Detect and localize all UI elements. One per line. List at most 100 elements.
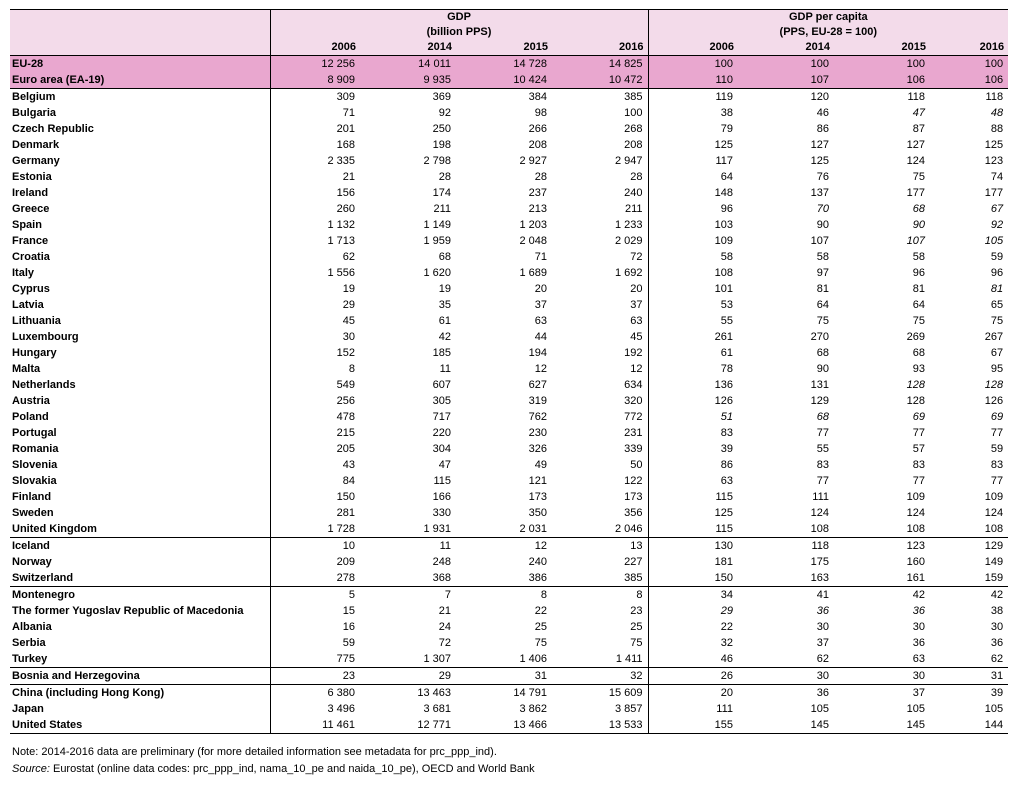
gdp-value-cell: 1 149 bbox=[423, 219, 451, 231]
header-corner bbox=[10, 25, 270, 40]
table-row: The former Yugoslav Republic of Macedoni… bbox=[10, 603, 1008, 619]
gdppc-value-cell: 100 bbox=[738, 55, 835, 72]
gdp-value-cell: 63 bbox=[630, 315, 643, 327]
gdp-value-cell: 84 bbox=[269, 473, 360, 489]
gdppc-value-cell: 128 bbox=[906, 395, 926, 407]
gdp-value-cell: 2 947 bbox=[615, 155, 643, 167]
gdp-value-cell: 75 bbox=[630, 637, 643, 649]
gdppc-value-cell: 175 bbox=[810, 556, 830, 568]
table-row: France 1 713 1 959 2 048 2 029 109 107 107 105 bbox=[10, 233, 1008, 249]
country-cell: EU-28 bbox=[10, 55, 270, 72]
gdppc-value-cell: 125 bbox=[647, 505, 739, 521]
gdppc-value-cell: 118 bbox=[738, 537, 835, 554]
year-header: 2015 bbox=[456, 40, 552, 56]
gdp-value-cell: 42 bbox=[438, 331, 451, 343]
country-cell: Japan bbox=[12, 703, 44, 715]
gdp-value-cell: 8 bbox=[552, 586, 649, 603]
gdp-value-cell: 23 bbox=[630, 605, 643, 617]
gdp-value-cell: 28 bbox=[630, 171, 643, 183]
gdppc-value-cell: 68 bbox=[816, 347, 830, 359]
year-header: 2014 bbox=[360, 40, 456, 56]
gdppc-value-cell: 30 bbox=[834, 667, 931, 685]
gdp-value-cell: 14 728 bbox=[456, 55, 552, 72]
gdppc-value-cell: 126 bbox=[984, 395, 1004, 407]
gdp-value-cell: 2 335 bbox=[269, 153, 360, 169]
gdppc-value-cell: 137 bbox=[810, 187, 830, 199]
country-cell: Lithuania bbox=[12, 315, 61, 327]
gdp-value-cell: 19 bbox=[438, 283, 451, 295]
gdppc-value-cell: 177 bbox=[984, 187, 1004, 199]
gdp-value-cell: 20 bbox=[534, 283, 547, 295]
gdp-table: GDP GDP per capita (billion PPS) (PPS, E… bbox=[10, 9, 1009, 734]
gdppc-value-cell: 150 bbox=[647, 570, 739, 587]
year-header: 2006 bbox=[647, 40, 739, 56]
gdppc-value-cell: 81 bbox=[912, 283, 926, 295]
gdp-value-cell: 5 bbox=[269, 586, 360, 603]
gdp-value-cell: 1 203 bbox=[519, 219, 547, 231]
gdp-value-cell: 59 bbox=[269, 635, 360, 651]
gdp-value-cell: 339 bbox=[624, 443, 643, 455]
gdp-value-cell: 8 909 bbox=[269, 72, 360, 89]
gdppc-value-cell: 76 bbox=[816, 171, 830, 183]
country-cell: Belgium bbox=[12, 91, 56, 103]
table-row: United States 11 461 12 771 13 466 13 533 155… bbox=[10, 717, 1009, 734]
table-row: Slovakia 84 115 121 122 63 77 77 77 bbox=[10, 473, 1008, 489]
gdp-value-cell: 72 bbox=[438, 637, 451, 649]
gdppc-value-cell: 86 bbox=[816, 123, 830, 135]
gdppc-value-cell: 39 bbox=[930, 684, 1009, 701]
gdp-value-cell: 47 bbox=[438, 459, 451, 471]
gdp-value-cell: 152 bbox=[269, 345, 360, 361]
country-cell: Serbia bbox=[12, 637, 46, 649]
year-header: 2016 bbox=[930, 40, 1009, 56]
table-row: Japan 3 496 3 681 3 862 3 857 111 105 105 105 bbox=[10, 701, 1008, 717]
gdppc-value-cell: 90 bbox=[912, 219, 926, 231]
table-row: Germany 2 335 2 798 2 927 2 947 117 125 124 123 bbox=[10, 153, 1008, 169]
gdppc-value-cell: 75 bbox=[990, 315, 1004, 327]
gdppc-value-cell: 86 bbox=[647, 457, 739, 473]
gdp-value-cell: 256 bbox=[269, 393, 360, 409]
gdppc-value-cell: 30 bbox=[912, 621, 926, 633]
country-cell: Denmark bbox=[12, 139, 60, 151]
gdppc-value-cell: 68 bbox=[816, 411, 830, 423]
gdp-value-cell: 356 bbox=[624, 507, 643, 519]
gdp-value-cell: 16 bbox=[269, 619, 360, 635]
gdp-value-cell: 121 bbox=[528, 475, 547, 487]
gdp-value-cell: 13 466 bbox=[456, 717, 552, 734]
gdppc-value-cell: 81 bbox=[990, 283, 1004, 295]
gdppc-value-cell: 53 bbox=[647, 297, 739, 313]
table-row: Czech Republic 201 250 266 268 79 86 87 88 bbox=[10, 121, 1008, 137]
country-cell: Poland bbox=[12, 411, 49, 423]
gdppc-value-cell: 117 bbox=[647, 153, 739, 169]
gdppc-value-cell: 67 bbox=[990, 203, 1004, 215]
country-cell: Switzerland bbox=[12, 572, 74, 584]
gdp-value-cell: 71 bbox=[534, 251, 547, 263]
gdp-value-cell: 1 411 bbox=[615, 653, 643, 665]
gdppc-value-cell: 39 bbox=[647, 441, 739, 457]
gdp-value-cell: 2 031 bbox=[519, 523, 547, 535]
gdppc-value-cell: 128 bbox=[984, 379, 1004, 391]
gdppc-value-cell: 30 bbox=[990, 621, 1004, 633]
gdppc-value-cell: 109 bbox=[647, 233, 739, 249]
table-row: Austria 256 305 319 320 126 129 128 126 bbox=[10, 393, 1008, 409]
gdppc-value-cell: 149 bbox=[984, 556, 1004, 568]
gdppc-value-cell: 96 bbox=[990, 267, 1004, 279]
gdppc-value-cell: 128 bbox=[906, 379, 926, 391]
gdppc-value-cell: 37 bbox=[834, 684, 931, 701]
gdp-value-cell: 72 bbox=[630, 251, 643, 263]
gdppc-value-cell: 111 bbox=[647, 701, 739, 717]
gdppc-value-cell: 69 bbox=[912, 411, 926, 423]
gdppc-value-cell: 46 bbox=[647, 651, 739, 668]
gdppc-value-cell: 41 bbox=[738, 586, 835, 603]
gdppc-value-cell: 125 bbox=[984, 139, 1004, 151]
gdp-value-cell: 211 bbox=[624, 203, 643, 215]
country-cell: Croatia bbox=[12, 251, 50, 263]
country-cell: Hungary bbox=[12, 347, 57, 359]
gdppc-value-cell: 145 bbox=[738, 717, 835, 734]
gdp-value-cell: 122 bbox=[624, 475, 643, 487]
gdp-value-cell: 29 bbox=[269, 297, 360, 313]
gdppc-value-cell: 100 bbox=[647, 55, 739, 72]
gdppc-value-cell: 108 bbox=[647, 265, 739, 281]
gdp-value-cell: 350 bbox=[528, 507, 547, 519]
gdp-value-cell: 10 bbox=[269, 537, 360, 554]
table-row: Sweden 281 330 350 356 125 124 124 124 bbox=[10, 505, 1008, 521]
